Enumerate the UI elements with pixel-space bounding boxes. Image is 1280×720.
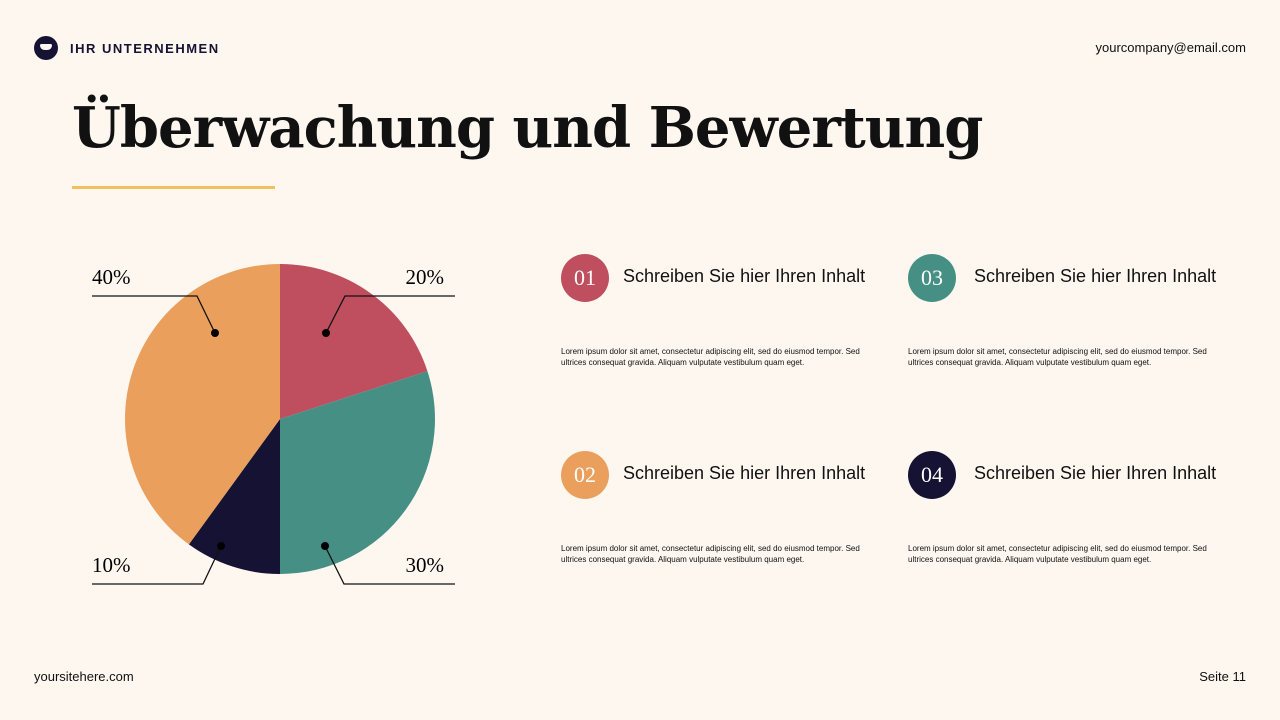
item-title: Schreiben Sie hier Ihren Inhalt bbox=[623, 266, 866, 286]
company-name: IHR UNTERNEHMEN bbox=[70, 40, 220, 56]
slice-label: 30% bbox=[406, 553, 445, 577]
item-title: Schreiben Sie hier Ihren Inhalt bbox=[623, 463, 866, 483]
item-description: Lorem ipsum dolor sit amet, consectetur … bbox=[908, 347, 1207, 367]
slice-label: 20% bbox=[406, 265, 445, 289]
pie-slice-30 bbox=[280, 371, 436, 574]
leader-dot bbox=[211, 329, 219, 337]
footer-site: yoursitehere.com bbox=[34, 669, 134, 684]
pie-chart: 20% 30% 10% 40% bbox=[92, 264, 455, 585]
leader-line bbox=[324, 545, 455, 585]
item-number-badge: 04 bbox=[908, 451, 956, 499]
slice-label: 40% bbox=[92, 265, 131, 289]
slice-label: 10% bbox=[92, 553, 131, 577]
pie-slice-10 bbox=[188, 419, 280, 574]
pie-slice-20 bbox=[280, 264, 428, 419]
page-title: Überwachung und Bewertung bbox=[72, 95, 983, 161]
item-description: Lorem ipsum dolor sit amet, consectetur … bbox=[561, 544, 860, 564]
leader-line bbox=[92, 295, 216, 334]
brand: IHR UNTERNEHMEN bbox=[34, 36, 220, 60]
item-number-badge: 03 bbox=[908, 254, 956, 302]
item-description: Lorem ipsum dolor sit amet, consectetur … bbox=[561, 347, 860, 367]
title-underline bbox=[72, 186, 275, 189]
email: yourcompany@email.com bbox=[1095, 40, 1246, 55]
item-title: Schreiben Sie hier Ihren Inhalt bbox=[974, 266, 1217, 286]
page-number: Seite 11 bbox=[1199, 669, 1246, 684]
item-number-badge: 01 bbox=[561, 254, 609, 302]
graduation-cap-icon bbox=[34, 36, 58, 60]
item-number-badge: 02 bbox=[561, 451, 609, 499]
leader-line bbox=[92, 545, 222, 585]
leader-dot bbox=[321, 542, 329, 550]
leader-dot bbox=[322, 329, 330, 337]
leader-line bbox=[325, 295, 455, 334]
leader-dot bbox=[217, 542, 225, 550]
item-title: Schreiben Sie hier Ihren Inhalt bbox=[974, 463, 1217, 483]
item-description: Lorem ipsum dolor sit amet, consectetur … bbox=[908, 544, 1207, 564]
pie-slice-40 bbox=[124, 264, 280, 545]
